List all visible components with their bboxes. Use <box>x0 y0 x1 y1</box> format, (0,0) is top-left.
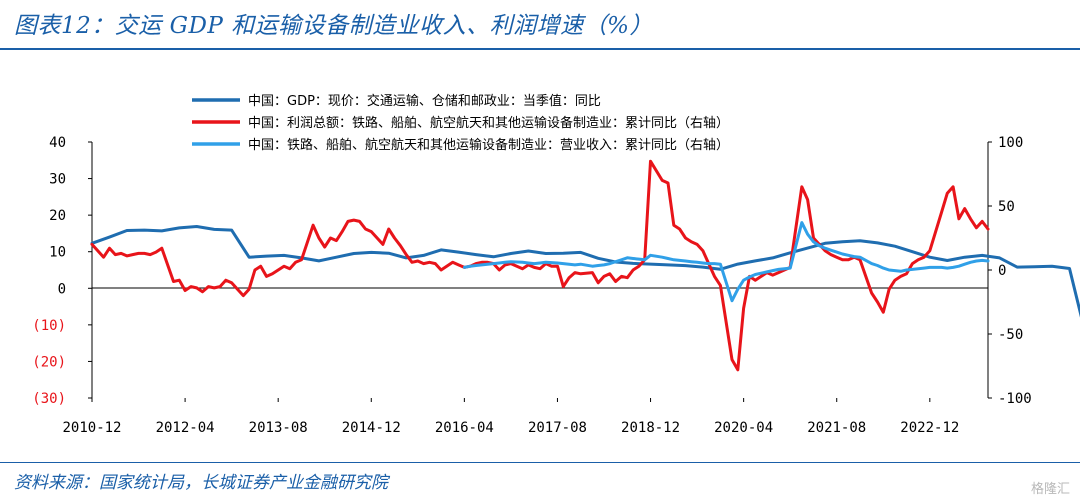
right-tick-label: -100 <box>998 391 1032 407</box>
legend-label-1: 中国：GDP：现价：交通运输、仓储和邮政业：当季值：同比 <box>248 93 601 109</box>
x-tick-label: 2018-12 <box>621 420 680 436</box>
x-tick-label: 2013-08 <box>249 420 308 436</box>
x-tick-label: 2020-04 <box>714 420 773 436</box>
left-tick-label: 0 <box>58 281 66 297</box>
source-rule <box>0 462 1080 463</box>
right-tick-label: 50 <box>998 199 1015 215</box>
axes: 403020100(10)(20)(30)100500-50-1002010-1… <box>32 135 1031 436</box>
series-group <box>90 159 1080 372</box>
watermark-logo: 格隆汇 <box>1030 482 1070 497</box>
left-tick-label: (20) <box>32 354 66 370</box>
x-tick-label: 2021-08 <box>807 420 866 436</box>
chart-title: 图表12：交运 GDP 和运输设备制造业收入、利润增速（%） <box>14 13 654 39</box>
legend: 中国：GDP：现价：交通运输、仓储和邮政业：当季值：同比中国：利润总额：铁路、船… <box>192 93 729 153</box>
x-tick-label: 2022-12 <box>900 420 959 436</box>
x-tick-label: 2010-12 <box>62 420 121 436</box>
left-tick-label: (30) <box>32 391 66 407</box>
x-tick-label: 2014-12 <box>342 420 401 436</box>
chart: 中国：GDP：现价：交通运输、仓储和邮政业：当季值：同比中国：利润总额：铁路、船… <box>32 93 1080 436</box>
series-line-3 <box>462 221 990 303</box>
source-note: 资料来源：国家统计局，长城证券产业金融研究院 <box>14 473 388 493</box>
left-tick-label: 30 <box>49 172 66 188</box>
right-tick-label: 0 <box>998 263 1006 279</box>
x-tick-label: 2016-04 <box>435 420 494 436</box>
series-line-2 <box>90 159 990 372</box>
left-tick-label: 20 <box>49 208 66 224</box>
left-tick-label: 10 <box>49 245 66 261</box>
legend-label-3: 中国：铁路、船舶、航空航天和其他运输设备制造业：营业收入：累计同比（右轴） <box>248 137 729 153</box>
series-line-1 <box>90 225 1080 318</box>
right-tick-label: -50 <box>998 327 1023 343</box>
x-tick-label: 2012-04 <box>156 420 215 436</box>
legend-label-2: 中国：利润总额：铁路、船舶、航空航天和其他运输设备制造业：累计同比（右轴） <box>248 115 729 131</box>
title-rule <box>0 48 1080 50</box>
left-tick-label: 40 <box>49 135 66 151</box>
x-tick-label: 2017-08 <box>528 420 587 436</box>
left-tick-label: (10) <box>32 318 66 334</box>
right-tick-label: 100 <box>998 135 1023 151</box>
